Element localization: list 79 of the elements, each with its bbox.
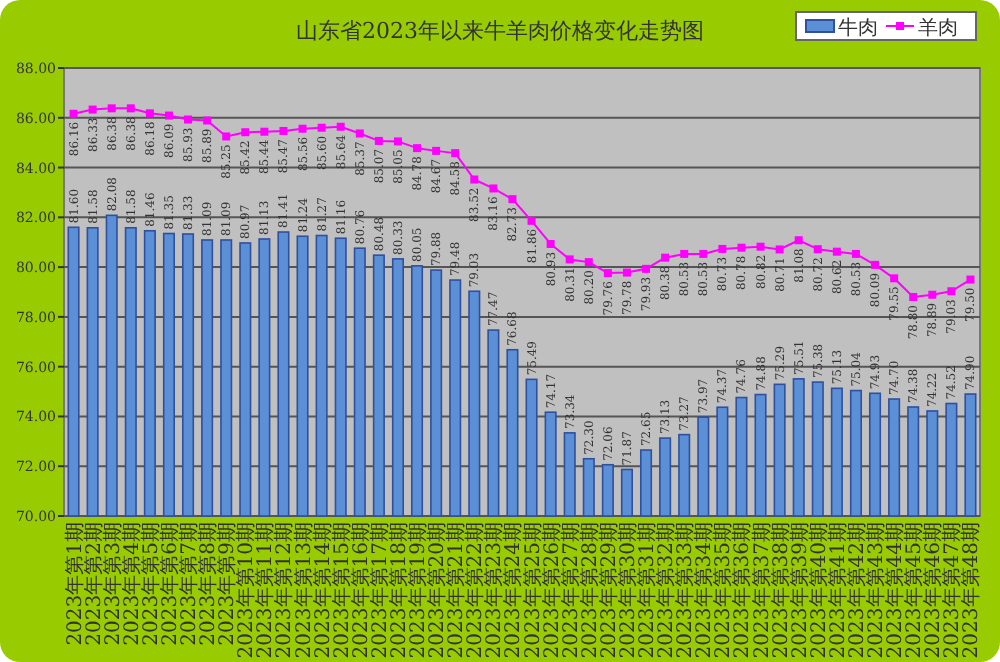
point [565, 255, 574, 264]
x-tick-label: 2023年第39期 [787, 522, 812, 659]
point [126, 104, 135, 113]
point [184, 115, 193, 124]
legend-label: 牛肉 [838, 16, 878, 40]
x-tick-label: 2023年第18期 [386, 522, 411, 659]
point [489, 184, 498, 193]
point [107, 104, 116, 113]
point [890, 274, 899, 283]
point [851, 249, 860, 258]
point [374, 136, 383, 145]
point [622, 268, 631, 277]
x-tick-label: 2023年第17期 [367, 522, 392, 659]
x-tick-label: 2023年第12期 [272, 522, 297, 659]
x-tick-label: 2023年第30期 [615, 522, 640, 659]
point [661, 253, 670, 262]
point [680, 249, 689, 258]
x-tick-label: 2023年第41期 [825, 522, 850, 659]
x-tick-label: 2023年第48期 [959, 522, 984, 659]
point [909, 292, 918, 301]
x-tick-label: 2023年第40期 [806, 522, 831, 659]
x-tick-label: 2023年第3期 [100, 522, 125, 646]
x-tick-label: 2023年第6期 [157, 522, 182, 646]
point [298, 124, 307, 133]
x-tick-label: 2023年第4期 [119, 522, 144, 646]
x-tick-label: 2023年第13期 [291, 522, 316, 659]
x-tick-label: 2023年第1期 [62, 522, 87, 646]
point [336, 122, 345, 131]
x-tick-label: 2023年第24期 [501, 522, 526, 659]
point [642, 264, 651, 273]
point [527, 216, 536, 225]
point [966, 275, 975, 284]
x-tick-label: 2023年第29期 [596, 522, 621, 659]
point [222, 132, 231, 141]
point [546, 239, 555, 248]
point [241, 128, 250, 137]
x-tick-label: 2023年第37期 [749, 522, 774, 659]
point [871, 260, 880, 269]
point [88, 105, 97, 114]
x-tick-label: 2023年第27期 [558, 522, 583, 659]
point [317, 123, 326, 132]
point [432, 146, 441, 155]
x-tick-label: 2023年第26期 [539, 522, 564, 659]
point [794, 236, 803, 245]
point [355, 129, 364, 138]
point [470, 175, 479, 184]
legend-label: 羊肉 [918, 16, 958, 40]
x-tick-label: 2023年第28期 [577, 522, 602, 659]
x-tick-label: 2023年第36期 [730, 522, 755, 659]
point [832, 247, 841, 256]
point [603, 269, 612, 278]
chart-title: 山东省2023年以来牛羊肉价格变化走势图 [296, 18, 704, 44]
x-tick-label: 2023年第25期 [520, 522, 545, 659]
point [947, 287, 956, 296]
point [164, 111, 173, 120]
x-tick-label: 2023年第2期 [81, 522, 106, 646]
point [928, 290, 937, 299]
point [699, 249, 708, 258]
x-tick-label: 2023年第14期 [310, 522, 335, 659]
point [145, 109, 154, 118]
point [756, 242, 765, 251]
point [413, 144, 422, 153]
point [508, 195, 517, 204]
point [584, 258, 593, 267]
point [718, 244, 727, 253]
point [69, 109, 78, 118]
point [203, 116, 212, 125]
point [260, 127, 269, 136]
x-tick-label: 2023年第42期 [844, 522, 869, 659]
point [451, 149, 460, 158]
x-tick-label: 2023年第5期 [138, 522, 163, 646]
point [393, 137, 402, 146]
point [279, 126, 288, 135]
point [813, 245, 822, 254]
point [737, 243, 746, 252]
point [775, 245, 784, 254]
x-tick-label: 2023年第15期 [329, 522, 354, 659]
x-tick-label: 2023年第16期 [348, 522, 373, 659]
x-tick-label: 2023年第38期 [768, 522, 793, 659]
